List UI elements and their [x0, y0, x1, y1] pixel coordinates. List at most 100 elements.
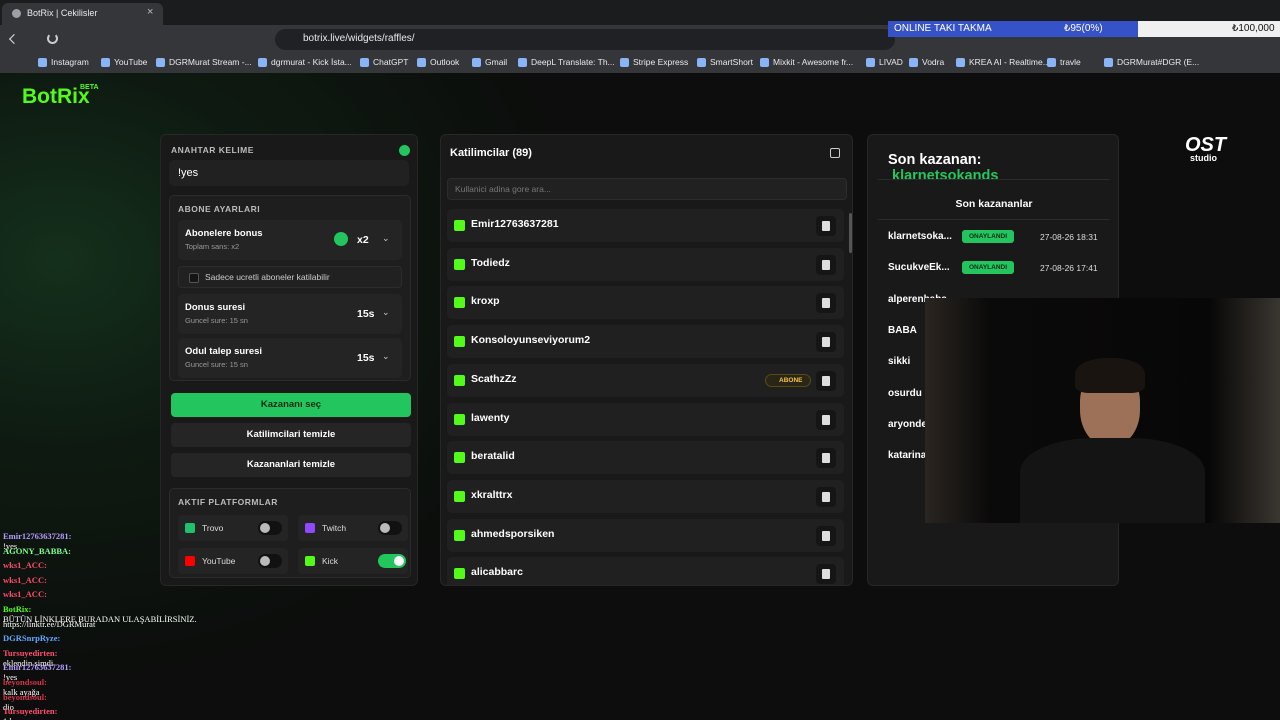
dropdown-arrow: ⌄	[382, 233, 390, 243]
studio-subtitle: studio	[1190, 153, 1217, 163]
last-winner-name: klarnetsokands	[892, 168, 999, 184]
participant-row: kroxp	[447, 286, 844, 320]
toggle[interactable]	[258, 554, 282, 568]
chat-text: kalk ayağa	[3, 687, 40, 697]
dropdown-value: 15s	[357, 308, 375, 320]
bookmark-label: travle	[1060, 57, 1081, 67]
bookmark-label: Stripe Express	[633, 57, 689, 67]
address-bar[interactable]: botrix.live/widgets/raffles/	[275, 29, 895, 50]
participant-name: ahmedsporsiken	[471, 527, 555, 540]
action-button[interactable]: Katilimcilari temizle	[171, 423, 411, 447]
bookmark-icon	[909, 58, 918, 67]
bookmark-label: YouTube	[114, 57, 148, 67]
chat-message: wks1_ACC:	[3, 575, 51, 585]
participant-name: kroxp	[471, 295, 500, 308]
toggle[interactable]	[258, 521, 282, 535]
winner-name: alperenbaba	[888, 293, 947, 305]
dropdown-arrow: ⌄	[382, 307, 390, 317]
platform-name: Kick	[322, 556, 339, 566]
dropdown[interactable]: 15s ⌄	[352, 347, 396, 369]
dropdown[interactable]: x2 ⌄	[352, 229, 396, 251]
trash-icon	[822, 337, 830, 348]
delete-button[interactable]	[816, 448, 836, 469]
bookmark-label: Instagram	[51, 57, 89, 67]
chat-message: Tursuyedirten: eklendin simdi	[3, 648, 61, 668]
goal-progress: ₺95(0%)	[1064, 23, 1103, 34]
status-badge: ONAYLANDI	[962, 230, 1014, 243]
action-button[interactable]: Kazananı seç	[171, 393, 411, 417]
platforms-section: AKTIF PLATFORMLAR Trovo Twitch YouTube Kick	[169, 488, 411, 578]
participant-row: Emir12763637281	[447, 209, 844, 242]
button-label: Kazananı seç	[260, 399, 322, 410]
dropdown-arrow: ⌄	[382, 351, 390, 361]
delete-button[interactable]	[816, 332, 836, 353]
checkbox	[189, 273, 199, 283]
chat-user: DGRSnrpRyze:	[3, 633, 61, 644]
bookmark-label: Outlook	[430, 57, 460, 67]
chat-user: wks1_ACC:	[3, 560, 47, 571]
scrollbar	[849, 213, 852, 253]
reload-button[interactable]	[47, 33, 58, 44]
app-logo: BotRix	[22, 85, 90, 108]
winner-name: sikki	[888, 356, 911, 368]
kick-icon	[454, 529, 465, 541]
trash-icon	[822, 414, 830, 425]
paid-only-row[interactable]: Sadece ucretli aboneler katilabilir	[178, 266, 402, 288]
delete-button[interactable]	[816, 409, 836, 430]
participant-row: Konsoloyunseviyorum2	[447, 325, 844, 359]
bookmark-icon	[472, 58, 481, 67]
keyword-input[interactable]: !yes	[169, 160, 409, 186]
delete-button[interactable]	[816, 525, 836, 546]
toggle[interactable]	[378, 521, 402, 535]
delete-button[interactable]	[816, 486, 836, 507]
delete-button[interactable]	[816, 564, 836, 585]
setting-title: Odul talep suresi	[185, 346, 263, 357]
chat-user: Tursuyedirten:	[3, 706, 58, 717]
tab-icon	[12, 9, 21, 18]
kick-icon	[454, 258, 465, 270]
delete-button[interactable]	[816, 216, 836, 236]
platform-card: Twitch	[298, 515, 408, 541]
chat-text: 1 kere	[3, 716, 61, 720]
delete-button[interactable]	[816, 370, 836, 391]
toggle-knob	[260, 556, 270, 566]
checkbox-label: Sadece ucretli aboneler katilabilir	[205, 272, 330, 282]
search-input[interactable]: Kullanici adina gore ara...	[447, 178, 847, 200]
trash-icon	[822, 298, 830, 309]
winner-name: aryonde	[888, 418, 927, 430]
participant-name: lawenty	[471, 411, 510, 424]
last-winner: Son kazanan: klarnetsokands	[888, 152, 998, 184]
chat-message: https://linktr.ee/DGRMurat	[3, 619, 95, 629]
button-label: Katilimcilari temizle	[246, 429, 336, 440]
toggle[interactable]	[378, 554, 406, 568]
participants-panel: Katilimcilar (89) Kullanici adina gore ar…	[440, 134, 853, 586]
bookmark-icon	[1104, 58, 1113, 67]
toggle-knob	[394, 556, 404, 566]
dropdown[interactable]: 15s ⌄	[352, 303, 396, 325]
chat-text: !yes	[3, 541, 18, 551]
divider	[878, 179, 1110, 180]
delete-button[interactable]	[816, 293, 836, 314]
participant-row: lawenty	[447, 402, 844, 436]
participant-name: alicabbarc	[471, 566, 523, 579]
settings-panel: ANAHTAR KELIME !yes ABONE AYARLARI Aboneler…	[160, 134, 418, 586]
bookmark-icon	[620, 58, 629, 67]
trash-icon	[822, 221, 830, 231]
chat-user: beyondsoul:	[3, 691, 47, 702]
copy-button[interactable]	[830, 148, 840, 158]
action-button[interactable]: Kazananlari temizle	[171, 453, 411, 477]
subscriber-section: ABONE AYARLARI Abonelere bonus Toplam sans…	[169, 195, 411, 381]
bookmark-icon	[38, 58, 47, 67]
chat-user: wks1_ACC:	[3, 574, 47, 585]
browser-tab[interactable]: BotRix | Cekilisler ×	[2, 3, 163, 25]
trash-icon	[822, 491, 830, 502]
chat-message: AGONY_BABBA:	[3, 546, 75, 556]
participant-name: ScathzZz	[471, 372, 517, 385]
delete-button[interactable]	[816, 254, 836, 275]
trash-icon	[822, 453, 830, 464]
bookmark-icon	[1047, 58, 1056, 67]
participant-row: Todiedz	[447, 247, 844, 281]
trash-icon	[822, 569, 830, 580]
search-placeholder: Kullanici adina gore ara...	[455, 184, 551, 194]
